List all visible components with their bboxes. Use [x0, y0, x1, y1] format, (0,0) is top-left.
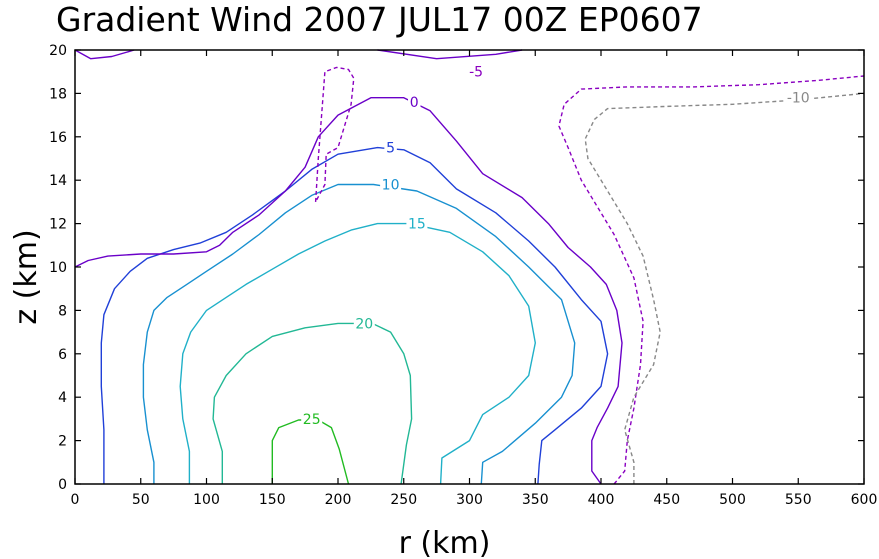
- x-tick-label: 150: [259, 492, 286, 508]
- contour-label: 10: [382, 178, 400, 194]
- contour-line-25: [271, 419, 350, 485]
- x-tick-label: 100: [193, 492, 220, 508]
- y-tick-label: 18: [49, 86, 67, 102]
- axis-ticks: 0 50 100 150 200 250 300 350 400 450 500 550 6000246…: [49, 43, 877, 508]
- y-tick-label: 16: [49, 130, 67, 146]
- contour-line-0: [74, 97, 623, 485]
- x-tick-label: 0: [71, 492, 80, 508]
- contour-label: 25: [303, 412, 321, 428]
- x-tick-label: 600: [851, 492, 878, 508]
- y-tick-label: 8: [58, 303, 67, 319]
- x-tick-label: 250: [390, 492, 417, 508]
- x-tick-label: 500: [719, 492, 746, 508]
- contour-line-15: [179, 222, 536, 485]
- contour-label-bg: [408, 94, 421, 111]
- y-tick-label: 2: [58, 434, 67, 450]
- contour-label: 15: [408, 217, 426, 233]
- x-tick-label: 350: [522, 492, 549, 508]
- plot-frame: [74, 49, 865, 485]
- x-tick-label: 300: [456, 492, 483, 508]
- x-tick-label: 200: [325, 492, 352, 508]
- x-tick-label: 400: [588, 492, 615, 508]
- x-tick-label: 50: [132, 492, 150, 508]
- contour-label-bg: [384, 139, 397, 156]
- y-tick-label: 20: [49, 43, 67, 59]
- contour-line-5: [100, 146, 609, 485]
- contour-line-0: [377, 49, 523, 60]
- contour-label-bg: [301, 410, 323, 427]
- contour-line--5: [558, 75, 865, 485]
- x-axis-label: r (km): [399, 526, 491, 559]
- contour-label: 5: [386, 141, 395, 157]
- contour-label: 0: [410, 95, 419, 111]
- contour-label-bg: [465, 63, 487, 80]
- y-tick-label: 12: [49, 217, 67, 233]
- contour-lines: 25 20 15 10 5 0 -5 -10: [74, 49, 865, 485]
- contour-label-bg: [353, 315, 375, 332]
- contour-label: -5: [469, 65, 483, 81]
- y-tick-label: 6: [58, 347, 67, 363]
- contour-line--5: [314, 66, 355, 203]
- contour-line-10: [142, 183, 576, 485]
- contour-label: 20: [355, 316, 373, 332]
- contour-line-0: [74, 49, 135, 60]
- y-axis-label: z (km): [9, 229, 44, 324]
- chart-title: Gradient Wind 2007 JUL17 00Z EP0607: [56, 0, 703, 39]
- y-tick-label: 4: [58, 390, 67, 406]
- y-tick-label: 14: [49, 173, 67, 189]
- contour-label-bg: [783, 89, 813, 106]
- contour-line-20: [212, 322, 413, 485]
- x-tick-label: 450: [653, 492, 680, 508]
- contour-label-bg: [406, 215, 428, 232]
- contour-line--10: [584, 92, 865, 484]
- x-tick-label: 550: [785, 492, 812, 508]
- contour-label: -10: [787, 91, 810, 107]
- y-tick-label: 10: [49, 260, 67, 276]
- y-tick-label: 0: [58, 477, 67, 493]
- contour-label-bg: [380, 176, 402, 193]
